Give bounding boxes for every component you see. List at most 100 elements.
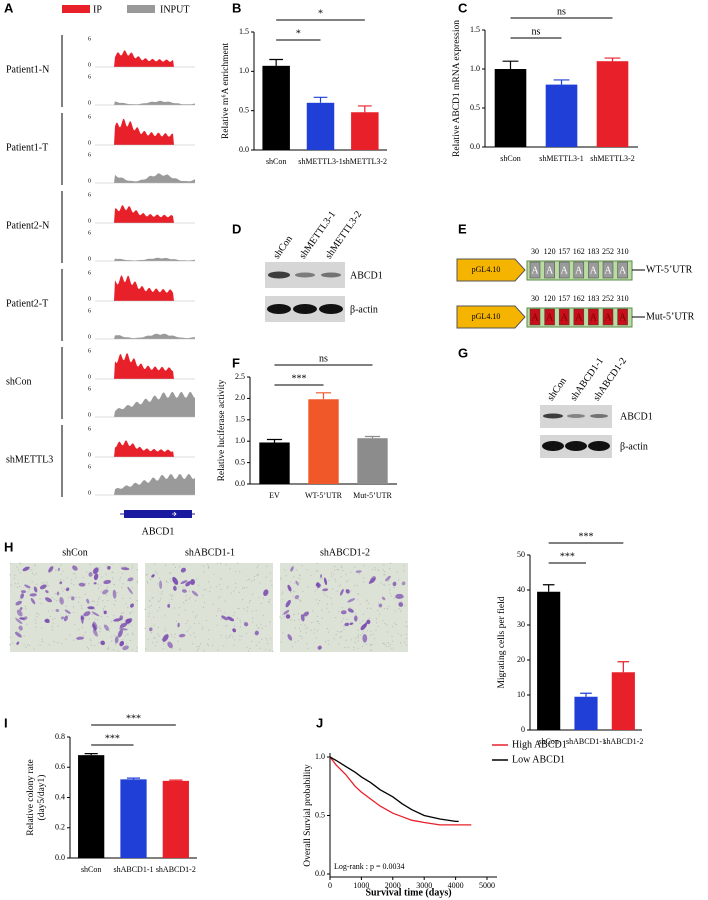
pore	[282, 632, 284, 634]
significance-label: ***	[560, 551, 575, 562]
pore	[90, 640, 92, 642]
cell	[20, 590, 27, 594]
pore	[207, 567, 209, 569]
pore	[117, 650, 119, 652]
pore	[27, 644, 29, 646]
pore	[154, 563, 156, 565]
site-letter: A	[546, 265, 554, 276]
cell	[15, 618, 23, 625]
pore	[220, 618, 222, 620]
pore	[386, 624, 388, 626]
pore	[311, 610, 314, 612]
pore	[333, 637, 335, 640]
pore	[370, 607, 372, 610]
x-tick-label: shABCD1-1	[113, 865, 153, 874]
pore	[383, 564, 385, 566]
cell	[14, 631, 22, 638]
pore	[193, 632, 195, 634]
pore	[252, 593, 254, 596]
site-position: 120	[544, 294, 556, 303]
pore	[112, 649, 114, 651]
pore	[298, 619, 300, 621]
pore	[15, 617, 17, 619]
x-tick-label: 1000	[353, 881, 369, 890]
cell	[78, 582, 86, 587]
pore	[265, 625, 267, 627]
pore	[218, 607, 220, 610]
pore	[122, 612, 125, 614]
cell	[119, 640, 125, 647]
pore	[164, 628, 166, 630]
x-tick-label: shABCD1-2	[603, 737, 643, 746]
pore	[232, 636, 234, 638]
cell	[173, 585, 177, 591]
pore	[127, 623, 129, 625]
pore	[233, 644, 235, 646]
pore	[238, 591, 240, 594]
pore	[189, 626, 191, 628]
pore	[229, 568, 231, 570]
pore	[157, 583, 159, 585]
pore	[158, 607, 161, 609]
pore	[243, 587, 245, 589]
pore	[292, 595, 294, 597]
bar	[537, 591, 561, 730]
pore	[390, 595, 392, 597]
cell	[322, 588, 329, 592]
pore	[344, 646, 346, 649]
pore	[216, 624, 218, 626]
pore	[269, 649, 271, 652]
error-bar	[269, 58, 284, 66]
pore	[68, 596, 70, 599]
significance-label: ns	[319, 353, 328, 364]
coverage-track	[95, 333, 195, 339]
pore	[267, 642, 269, 645]
pore	[375, 622, 377, 624]
pore	[266, 565, 268, 568]
cell	[18, 625, 23, 631]
pore	[71, 579, 73, 581]
pore	[153, 616, 155, 618]
pore	[255, 609, 257, 611]
pore	[188, 629, 190, 631]
pore	[75, 596, 77, 598]
cell	[283, 609, 290, 615]
pore	[343, 625, 345, 627]
construct-label: Mut-5’UTR	[646, 311, 695, 322]
pore	[259, 647, 261, 649]
pore	[136, 580, 138, 582]
x-tick-label: shMETTL3-2	[590, 154, 634, 163]
pore	[51, 626, 54, 628]
pore	[135, 650, 137, 653]
cell	[44, 618, 50, 623]
pore	[369, 649, 372, 651]
pore	[336, 590, 338, 592]
pore	[89, 638, 91, 640]
cell	[102, 589, 109, 595]
band	[321, 272, 341, 278]
pore	[382, 642, 384, 644]
pore	[226, 587, 228, 589]
pore	[242, 587, 244, 589]
pore	[147, 639, 149, 641]
pore	[52, 609, 54, 611]
pore	[125, 603, 127, 605]
y-axis-title: Relative colony rate	[26, 759, 36, 836]
pore	[238, 608, 240, 610]
pore	[295, 569, 297, 571]
pore	[111, 563, 113, 565]
pore	[146, 581, 148, 583]
pore	[186, 599, 188, 601]
pore	[294, 582, 296, 585]
y-tick-label: 0.6	[55, 762, 65, 771]
bar	[596, 61, 629, 148]
pore	[400, 600, 402, 603]
pore	[217, 649, 219, 651]
pore	[96, 604, 99, 606]
cell	[72, 565, 78, 571]
pore	[164, 630, 166, 632]
cell	[180, 580, 188, 585]
cell	[360, 623, 367, 631]
pore	[389, 568, 391, 570]
pore	[347, 646, 349, 648]
